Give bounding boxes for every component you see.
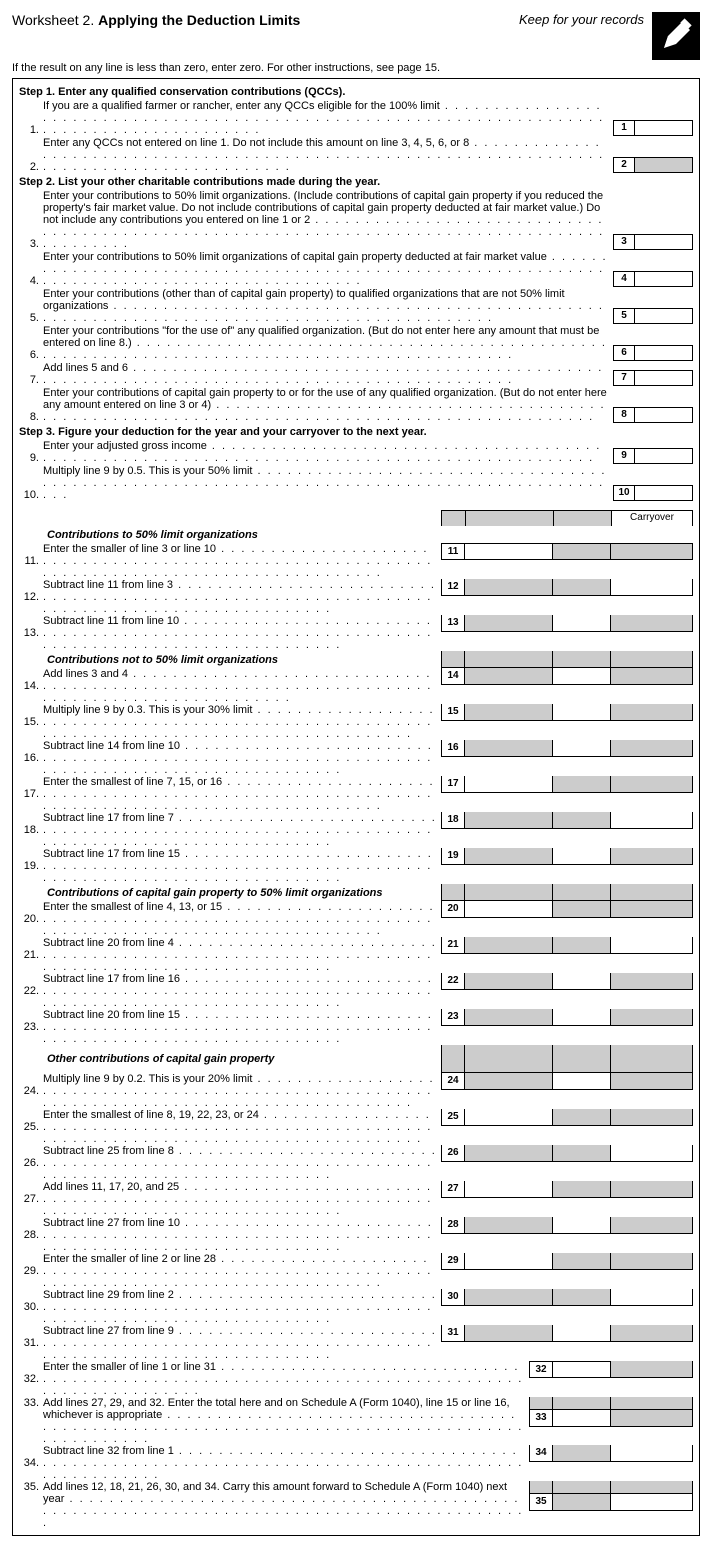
input-10[interactable] [635,485,693,501]
line-8: 8. Enter your contributions of capital g… [19,387,693,423]
line-24: 24. Multiply line 9 by 0.2. This is your… [19,1073,693,1109]
input-12c[interactable] [611,579,693,596]
input-34c[interactable] [611,1445,693,1462]
line-3: 3. Enter your contributions to 50% limit… [19,190,693,250]
worksheet-title: Applying the Deduction Limits [98,12,300,28]
carryover-label: Carryover [611,510,693,526]
line-2: 2. Enter any QCCs not entered on line 1.… [19,137,693,173]
input-5[interactable] [635,308,693,324]
line-17: 17. Enter the smallest of line 7, 15, or… [19,776,693,812]
subhead-a-row: Contributions to 50% limit organizations [19,526,693,543]
line-34: 34. Subtract line 32 from line 1 34 [19,1445,693,1481]
input-9[interactable] [635,448,693,464]
line-35: 35. Add lines 12, 18, 21, 26, 30, and 34… [19,1481,693,1529]
input-18c[interactable] [611,812,693,829]
input-27a[interactable] [465,1181,553,1198]
worksheet-header: Worksheet 2. Applying the Deduction Limi… [12,12,700,60]
line-16: 16. Subtract line 14 from line 10 16 [19,740,693,776]
line-33: 33. Add lines 27, 29, and 32. Enter the … [19,1397,693,1445]
line-1: 1. If you are a qualified farmer or ranc… [19,100,693,136]
input-23b[interactable] [553,1009,611,1026]
subhead-c-row: Contributions of capital gain property t… [19,884,693,901]
input-6[interactable] [635,345,693,361]
input-17a[interactable] [465,776,553,793]
input-31b[interactable] [553,1325,611,1342]
input-14b[interactable] [553,668,611,685]
step-1-title: Step 1. Enter any qualified conservation… [19,86,693,98]
line-20: 20. Enter the smallest of line 4, 13, or… [19,901,693,937]
input-4[interactable] [635,271,693,287]
input-19b[interactable] [553,848,611,865]
line-22: 22. Subtract line 17 from line 16 22 [19,973,693,1009]
carryover-header-row: Carryover [19,510,693,526]
line-6: 6. Enter your contributions "for the use… [19,325,693,361]
subhead-d-row: Other contributions of capital gain prop… [19,1045,693,1073]
input-33[interactable] [553,1410,611,1427]
line-23: 23. Subtract line 20 from line 15 23 [19,1009,693,1045]
input-30c[interactable] [611,1289,693,1306]
input-2[interactable] [635,157,693,173]
input-8[interactable] [635,407,693,423]
input-15b[interactable] [553,704,611,721]
input-26c[interactable] [611,1145,693,1162]
line-30: 30. Subtract line 29 from line 2 30 [19,1289,693,1325]
pencil-icon [652,12,700,60]
input-25a[interactable] [465,1109,553,1126]
input-22b[interactable] [553,973,611,990]
keep-for-records: Keep for your records [519,12,644,27]
sub-header: If the result on any line is less than z… [12,62,700,74]
line-19: 19. Subtract line 17 from line 15 19 [19,848,693,884]
line-29: 29. Enter the smaller of line 2 or line … [19,1253,693,1289]
line-13: 13. Subtract line 11 from line 10 13 [19,615,693,651]
input-32[interactable] [553,1361,611,1378]
input-16b[interactable] [553,740,611,757]
line-9: 9. Enter your adjusted gross income 9 [19,440,693,464]
input-24b[interactable] [553,1073,611,1090]
input-3[interactable] [635,234,693,250]
line-12: 12. Subtract line 11 from line 3 12 [19,579,693,615]
input-7[interactable] [635,370,693,386]
input-1[interactable] [635,120,693,136]
line-31: 31. Subtract line 27 from line 9 31 [19,1325,693,1361]
line-15: 15. Multiply line 9 by 0.3. This is your… [19,704,693,740]
line-7: 7. Add lines 5 and 6 7 [19,362,693,386]
input-35c[interactable] [611,1494,693,1511]
line-11: 11. Enter the smaller of line 3 or line … [19,543,693,579]
worksheet-label: Worksheet 2. [12,12,94,28]
input-28b[interactable] [553,1217,611,1234]
input-13b[interactable] [553,615,611,632]
subhead-b-row: Contributions not to 50% limit organizat… [19,651,693,668]
input-11a[interactable] [465,543,553,560]
line-14: 14. Add lines 3 and 4 14 [19,668,693,704]
step-2-title: Step 2. List your other charitable contr… [19,176,693,188]
line-18: 18. Subtract line 17 from line 7 18 [19,812,693,848]
input-21c[interactable] [611,937,693,954]
line-5: 5. Enter your contributions (other than … [19,288,693,324]
input-20a[interactable] [465,901,553,918]
line-28: 28. Subtract line 27 from line 10 28 [19,1217,693,1253]
line-25: 25. Enter the smallest of line 8, 19, 22… [19,1109,693,1145]
worksheet-body: Step 1. Enter any qualified conservation… [12,78,700,1536]
line-26: 26. Subtract line 25 from line 8 26 [19,1145,693,1181]
line-27: 27. Add lines 11, 17, 20, and 25 27 [19,1181,693,1217]
input-29a[interactable] [465,1253,553,1270]
step-3-title: Step 3. Figure your deduction for the ye… [19,426,693,438]
line-21: 21. Subtract line 20 from line 4 21 [19,937,693,973]
line-32: 32. Enter the smaller of line 1 or line … [19,1361,693,1397]
line-4: 4. Enter your contributions to 50% limit… [19,251,693,287]
line-10: 10. Multiply line 9 by 0.5. This is your… [19,465,693,501]
